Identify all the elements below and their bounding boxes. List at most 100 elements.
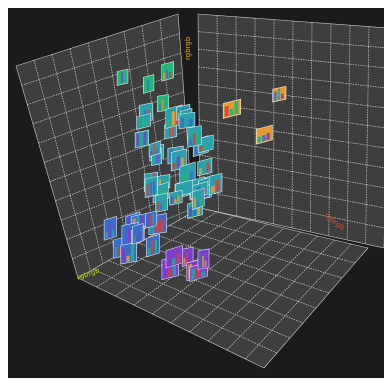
thumbnail-mini-bar bbox=[157, 201, 160, 212]
thumbnail-mini-bar bbox=[123, 235, 127, 245]
thumbnail-mini-bar bbox=[163, 199, 166, 210]
thumbnail-icon[interactable] bbox=[192, 187, 205, 210]
thumbnail-icon[interactable] bbox=[145, 210, 157, 229]
thumbnail-icon[interactable] bbox=[132, 223, 144, 245]
thumbnail-mini-bar bbox=[197, 200, 199, 208]
grid-line bbox=[199, 137, 384, 169]
thumbnail-mini-bar bbox=[186, 187, 191, 194]
grid-line bbox=[198, 101, 384, 129]
thumbnail-icon[interactable] bbox=[272, 85, 287, 103]
grid-line bbox=[198, 31, 384, 49]
thumbnail-mini-bar bbox=[196, 130, 199, 145]
thumbnail-mini-bar bbox=[152, 180, 156, 195]
thumbnail-mini-bar bbox=[176, 252, 180, 264]
thumbnail-icon[interactable] bbox=[103, 215, 117, 241]
thumbnail-mini-bar bbox=[166, 131, 169, 138]
thumbnail-mini-bar bbox=[143, 131, 147, 146]
thumbnail-mini-bar bbox=[169, 71, 172, 79]
thumbnail-mini-bar bbox=[172, 263, 177, 277]
thumbnail-icon[interactable] bbox=[197, 134, 214, 154]
thumbnail-mini-bar bbox=[167, 120, 171, 127]
thumbnail-mini-bar bbox=[152, 213, 154, 226]
thumbnail-icon[interactable] bbox=[222, 98, 242, 119]
thumbnail-mini-bar bbox=[115, 246, 118, 258]
thumbnail-icon[interactable] bbox=[134, 129, 149, 149]
thumbnail-mini-bar bbox=[150, 150, 153, 156]
thumbnail-icon[interactable] bbox=[197, 248, 210, 270]
thumbnail-mini-bar bbox=[164, 102, 167, 110]
grid-line bbox=[32, 72, 183, 125]
thumbnail-mini-bar bbox=[199, 145, 203, 152]
thumbnail-mini-bar bbox=[199, 197, 202, 207]
thumbnail-mini-bar bbox=[149, 181, 153, 196]
thumbnail-mini-bar bbox=[171, 111, 176, 126]
grid-line bbox=[51, 54, 105, 267]
thumbnail-mini-bar bbox=[160, 218, 165, 232]
thumbnail-mini-bar bbox=[159, 103, 161, 111]
grid-line bbox=[207, 235, 318, 342]
thumbnail-mini-bar bbox=[136, 133, 140, 147]
grid-line bbox=[154, 233, 330, 294]
thumbnail-mini-bar bbox=[140, 215, 143, 227]
thumbnail-mini-bar bbox=[161, 100, 164, 111]
thumbnail-icon[interactable] bbox=[148, 140, 161, 158]
thumbnail-mini-bar bbox=[181, 174, 185, 184]
thumbnail-icon[interactable] bbox=[178, 111, 196, 130]
thumbnail-mini-bar bbox=[140, 137, 143, 146]
thumbnail-mini-bar bbox=[171, 196, 174, 204]
grid-line bbox=[184, 216, 356, 264]
thumbnail-icon[interactable] bbox=[187, 125, 202, 148]
grid-line bbox=[346, 25, 351, 241]
grid-line bbox=[226, 239, 335, 351]
thumbnail-icon[interactable] bbox=[165, 245, 183, 269]
thumbnail-mini-bar bbox=[277, 88, 281, 101]
thumbnail-mini-bar bbox=[133, 236, 136, 243]
right-wall-panel bbox=[197, 13, 384, 249]
grid-line bbox=[141, 25, 169, 240]
thumbnail-mini-bar bbox=[207, 142, 211, 150]
grid-line bbox=[133, 219, 251, 306]
thumbnail-mini-bar bbox=[156, 148, 159, 154]
grid-line bbox=[199, 119, 384, 149]
thumbnail-mini-bar bbox=[202, 255, 204, 268]
thumbnail-mini-bar bbox=[154, 239, 158, 254]
thumbnail-mini-bar bbox=[189, 207, 193, 218]
thumbnail-icon[interactable] bbox=[169, 189, 183, 206]
thumbnail-icon[interactable] bbox=[161, 61, 174, 82]
thumbnail-mini-bar bbox=[127, 228, 132, 244]
thumbnail-mini-bar bbox=[163, 72, 166, 80]
thumbnail-mini-bar bbox=[149, 214, 152, 227]
grid-line bbox=[198, 84, 384, 109]
thumbnail-mini-bar bbox=[141, 116, 145, 128]
thumbnail-icon[interactable] bbox=[120, 242, 137, 265]
thumbnail-mini-bar bbox=[184, 115, 189, 128]
thumbnail-icon[interactable] bbox=[143, 74, 155, 94]
thumbnail-icon[interactable] bbox=[197, 157, 213, 177]
scene-3d: rgbrgb rgbrgb rgbrgb bbox=[8, 8, 384, 378]
thumbnail-icon[interactable] bbox=[157, 94, 169, 113]
thumbnail-icon[interactable] bbox=[146, 233, 160, 258]
thumbnail-mini-bar bbox=[194, 146, 198, 156]
thumbnail-mini-bar bbox=[172, 162, 176, 170]
thumbnail-icon[interactable] bbox=[155, 192, 168, 213]
thumbnail-mini-bar bbox=[180, 157, 184, 168]
thumbnail-icon[interactable] bbox=[256, 124, 273, 145]
thumbnail-mini-bar bbox=[153, 155, 155, 165]
thumbnail-mini-bar bbox=[183, 257, 186, 266]
thumbnail-mini-bar bbox=[172, 257, 176, 266]
thumbnail-mini-bar bbox=[139, 231, 141, 242]
grid-line bbox=[33, 60, 92, 273]
thumbnail-mini-bar bbox=[169, 126, 172, 138]
thumbnail-icon[interactable] bbox=[179, 161, 196, 186]
thumbnail-mini-bar bbox=[274, 91, 277, 101]
thumbnail-mini-bar bbox=[202, 164, 206, 174]
thumbnail-mini-bar bbox=[111, 228, 114, 237]
thumbnail-icon[interactable] bbox=[136, 113, 151, 130]
thumbnail-icon[interactable] bbox=[116, 68, 129, 86]
thumbnail-icon[interactable] bbox=[181, 246, 194, 267]
x-axis-label: rgbrgb bbox=[184, 36, 192, 60]
thumbnail-icon[interactable] bbox=[144, 175, 158, 198]
thumbnail-icon[interactable] bbox=[170, 148, 187, 172]
thumbnail-mini-bar bbox=[266, 132, 270, 141]
thumbnail-mini-bar bbox=[145, 120, 149, 127]
